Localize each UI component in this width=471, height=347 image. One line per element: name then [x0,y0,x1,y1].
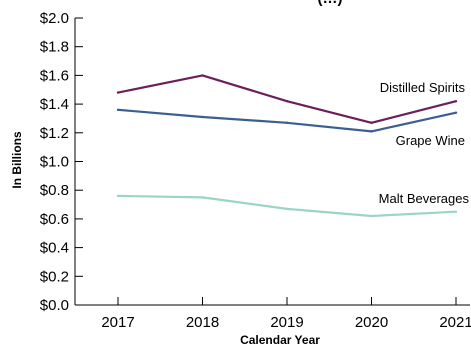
x-tick-label: 2017 [101,314,134,331]
x-tick-label: 2021 [439,314,471,331]
data-point-malt-beverages [285,207,289,211]
series-label-grape-wine: Grape Wine [396,133,465,148]
data-point-distilled-spirits [370,121,373,124]
data-point-malt-beverages [370,214,373,218]
series-label-distilled-spirits: Distilled Spirits [380,80,466,95]
data-point-malt-beverages [201,196,204,199]
y-tick-label: $0.6 [40,211,69,228]
y-tick-label: $1.4 [40,96,69,113]
x-tick-label: 2019 [270,314,303,331]
data-point-grape-wine [285,121,289,124]
y-tick-label: $1.2 [40,125,69,142]
data-point-distilled-spirits [201,74,204,77]
data-point-grape-wine [454,111,458,114]
y-tick-label: $0.0 [40,297,69,314]
data-point-grape-wine [201,115,204,119]
x-axis-title: Calendar Year [240,333,320,347]
y-tick-label: $1.0 [40,154,69,171]
y-axis-title: In Billions [10,131,24,189]
x-tick-label: 2018 [186,314,219,331]
y-axis: $0.0 $0.2 $0.4 $0.6 $0.8 $1.0 $1.2 $1.4 $1.6 $1.8… [40,10,83,314]
series-lines [116,74,458,218]
data-point-distilled-spirits [116,91,120,94]
chart-title: (…) [318,0,343,7]
y-tick-label: $1.6 [40,67,69,84]
data-point-grape-wine [370,130,373,133]
y-tick-label: $2.0 [40,10,69,27]
series-label-malt-beverages: Malt Beverages [379,191,470,206]
y-tick-label: $0.2 [40,268,69,285]
data-point-distilled-spirits [454,100,458,103]
data-point-distilled-spirits [285,100,289,103]
x-axis: 2017 2018 2019 2020 2021 [75,297,471,331]
y-tick-label: $0.8 [40,182,69,199]
y-tick-label: $0.4 [40,240,69,257]
data-point-malt-beverages [454,210,458,213]
data-point-malt-beverages [116,194,120,198]
data-point-grape-wine [116,108,120,112]
y-tick-label: $1.8 [40,39,69,56]
x-tick-label: 2020 [355,314,388,331]
series-labels: Distilled Spirits Grape Wine Malt Beverage… [379,80,470,206]
